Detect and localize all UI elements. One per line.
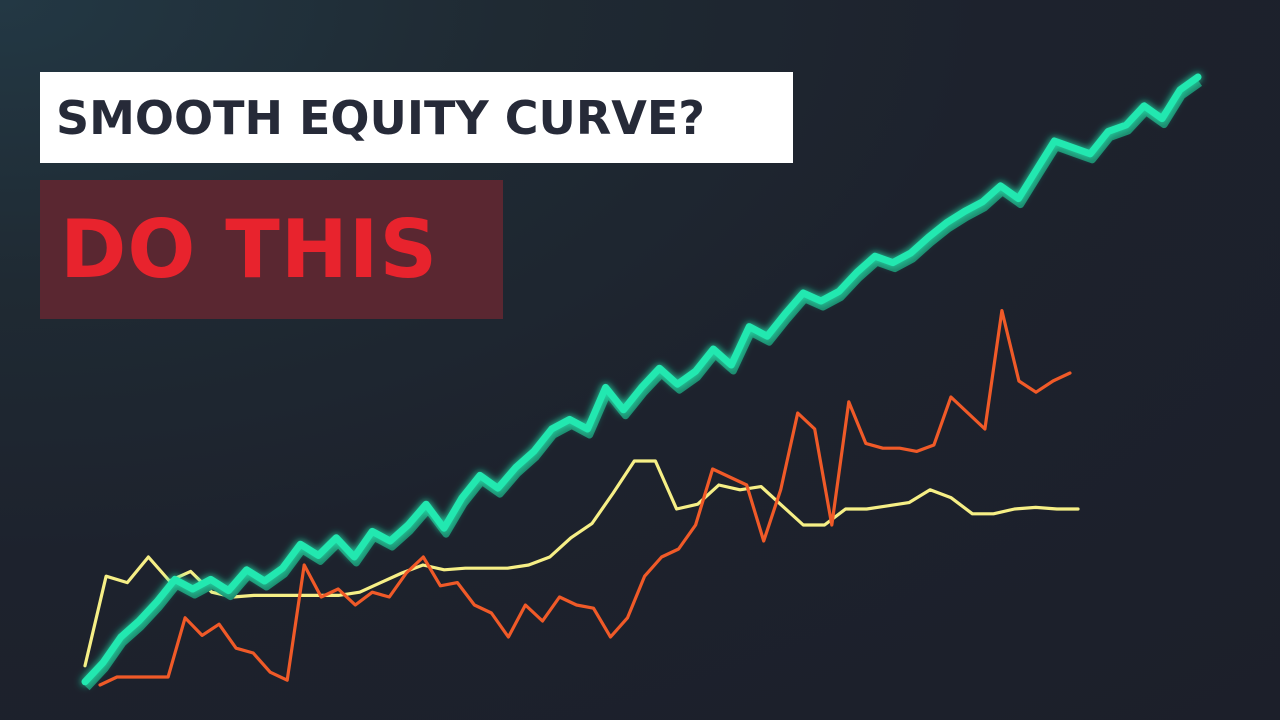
cta-banner: DO THIS [40, 180, 503, 319]
series-orange-line [98, 309, 1072, 687]
series-yellow-line [83, 459, 1080, 668]
cta-text: DO THIS [60, 203, 439, 296]
series-smooth-shadow [84, 80, 1203, 691]
title-banner: SMOOTH EQUITY CURVE? [40, 72, 793, 163]
series-smooth-line [81, 73, 1202, 686]
title-text: SMOOTH EQUITY CURVE? [56, 90, 705, 145]
